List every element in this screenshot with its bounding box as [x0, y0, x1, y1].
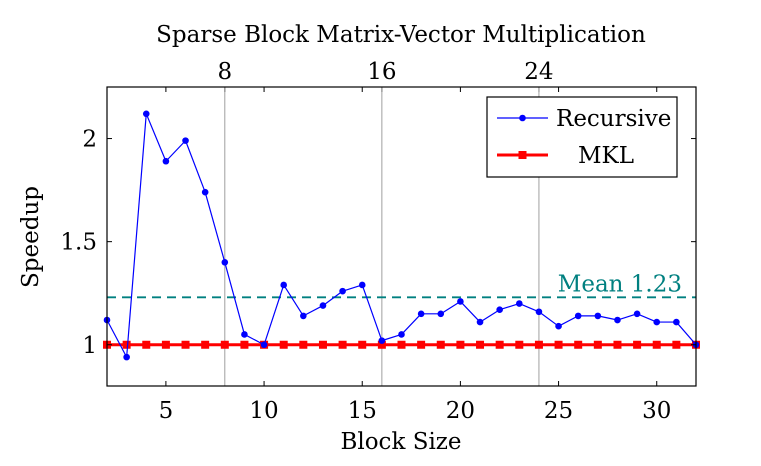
point-mkl-15 [358, 340, 367, 349]
point-recursive-18 [417, 310, 425, 318]
point-mkl-30 [652, 340, 661, 349]
point-recursive-9 [241, 331, 248, 338]
axis-ticks: 5 10 15 20 25 30 1 1.5 2 [60, 87, 696, 424]
legend-recursive-marker [519, 114, 526, 122]
x-tick-label-10: 10 [249, 398, 278, 424]
point-mkl-23 [515, 340, 524, 349]
x-axis-label: Block Size [340, 429, 461, 455]
top-tick-label-24: 24 [524, 59, 553, 85]
point-recursive-14 [339, 287, 346, 295]
point-recursive-16 [378, 337, 386, 344]
legend-recursive-label: Recursive [556, 106, 671, 132]
point-mkl-21 [476, 340, 485, 349]
x-tick-label-20: 20 [446, 398, 475, 424]
point-mkl-25 [554, 340, 563, 349]
point-mkl-22 [495, 340, 504, 349]
series-group [103, 110, 700, 361]
point-mkl-7 [201, 340, 210, 349]
point-recursive-23 [516, 300, 523, 307]
x-tick-label-30: 30 [642, 398, 671, 424]
point-mkl-9 [240, 340, 249, 349]
top-axis-ticks: 8 16 24 [217, 59, 554, 92]
point-mkl-14 [338, 340, 347, 349]
point-mkl-8 [220, 340, 229, 349]
point-mkl-17 [397, 340, 406, 349]
point-recursive-17 [398, 331, 405, 338]
point-mkl-16 [377, 340, 386, 349]
point-recursive-26 [574, 312, 582, 320]
mean-label: Mean 1.23 [558, 271, 682, 297]
point-recursive-15 [358, 281, 366, 289]
legend: Recursive MKL [486, 96, 678, 178]
point-recursive-29 [633, 310, 641, 318]
point-recursive-19 [437, 310, 445, 318]
point-mkl-20 [456, 340, 465, 349]
mean-annotation: Mean 1.23 [107, 271, 696, 299]
point-recursive-6 [182, 137, 189, 144]
point-mkl-31 [672, 340, 681, 349]
y-tick-label-1: 1 [82, 333, 97, 359]
point-mkl-12 [299, 340, 308, 349]
point-recursive-27 [594, 312, 602, 320]
point-recursive-4 [142, 110, 150, 118]
point-recursive-21 [476, 318, 484, 326]
point-mkl-3 [122, 340, 131, 349]
y-axis-label: Speedup [18, 186, 44, 288]
point-recursive-12 [300, 312, 307, 320]
legend-box [486, 96, 678, 178]
point-recursive-28 [614, 316, 621, 324]
x-tick-label-25: 25 [544, 398, 573, 424]
plot-frame [106, 86, 697, 387]
y-tick-label-2: 2 [82, 127, 97, 153]
point-recursive-7 [201, 188, 209, 196]
point-mkl-4 [142, 340, 151, 349]
x-tick-label-15: 15 [348, 398, 377, 424]
y-tick-label-1.5: 1.5 [60, 230, 97, 256]
point-recursive-10 [260, 341, 268, 349]
point-recursive-3 [123, 353, 130, 361]
point-mkl-27 [593, 340, 602, 349]
point-mkl-5 [161, 340, 170, 349]
point-mkl-19 [436, 340, 445, 349]
point-mkl-28 [613, 340, 622, 349]
top-tick-label-8: 8 [217, 59, 232, 85]
point-recursive-5 [162, 157, 170, 165]
x-tick-label-5: 5 [159, 398, 174, 424]
point-recursive-31 [673, 318, 680, 326]
point-recursive-11 [280, 281, 288, 289]
point-recursive-30 [653, 318, 661, 326]
point-recursive-25 [555, 322, 562, 330]
point-recursive-22 [496, 306, 503, 314]
legend-mkl-marker [518, 151, 527, 159]
point-mkl-6 [181, 340, 190, 349]
point-recursive-20 [457, 298, 464, 305]
point-recursive-24 [535, 308, 543, 316]
point-mkl-29 [633, 340, 642, 349]
point-mkl-24 [534, 340, 543, 349]
top-tick-label-16: 16 [367, 59, 396, 85]
point-mkl-26 [574, 340, 583, 349]
chart-title: Sparse Block Matrix-Vector Multiplicatio… [156, 22, 646, 48]
legend-mkl-label: MKL [578, 143, 634, 169]
point-mkl-18 [417, 340, 426, 349]
point-mkl-11 [279, 340, 288, 349]
point-recursive-13 [319, 302, 327, 309]
point-recursive-8 [221, 258, 229, 266]
point-mkl-13 [318, 340, 327, 349]
